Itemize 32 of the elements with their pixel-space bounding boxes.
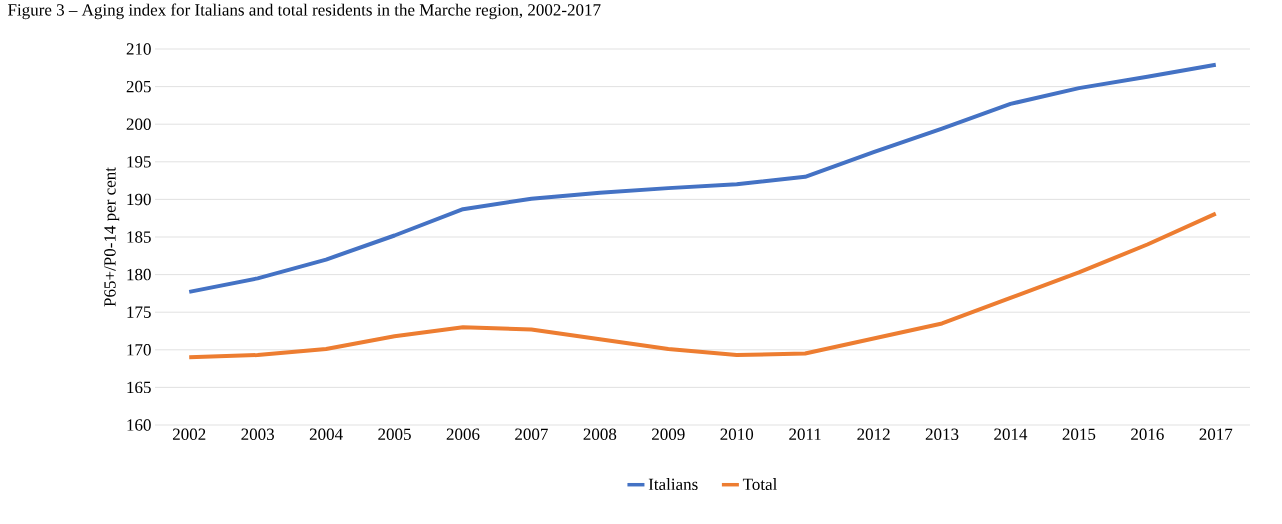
x-tick-label: 2017 [1199, 428, 1233, 440]
x-tick-label: 2016 [1131, 428, 1164, 440]
y-tick-label: 190 [127, 193, 151, 206]
x-tick-label: 2004 [309, 428, 343, 440]
y-tick-label: 185 [127, 231, 151, 243]
y-tick-label: 205 [126, 80, 151, 93]
x-tick-label: 2002 [172, 428, 206, 440]
x-tick-label: 2014 [994, 428, 1028, 440]
line-series [187, 62, 1218, 294]
y-tick-label: 180 [127, 268, 151, 281]
y-tick-label: 195 [127, 156, 151, 168]
x-tick-label: 2011 [789, 428, 821, 440]
x-tick-label: 2005 [378, 428, 411, 440]
y-tick-label: 210 [126, 43, 151, 55]
y-tick-label: 170 [127, 344, 151, 356]
x-tick-label: 2012 [857, 428, 890, 440]
x-tick-label: 2013 [925, 428, 959, 440]
x-tick-label: 2007 [515, 428, 548, 440]
x-tick-label: 2003 [241, 428, 274, 440]
chart-title: Figure 3 – Aging index for Italians and total residents in the Marche region, 2002-2017 [8, 3, 601, 20]
y-tick-label: 175 [127, 306, 151, 318]
x-tick-label: 2015 [1062, 428, 1096, 440]
x-tick-label: 2009 [652, 428, 685, 440]
y-axis-title: P65+/P0-14 per cent [104, 167, 120, 307]
y-tick-label: 160 [127, 419, 151, 431]
legend-label: Total [742, 478, 778, 491]
y-tick-label: 165 [127, 381, 151, 394]
x-tick-label: 2010 [720, 428, 754, 440]
legend-label: Italians [648, 478, 698, 491]
x-tick-label: 2008 [583, 428, 617, 440]
x-tick-label: 2006 [446, 428, 480, 440]
y-tick-label: 200 [126, 118, 151, 130]
